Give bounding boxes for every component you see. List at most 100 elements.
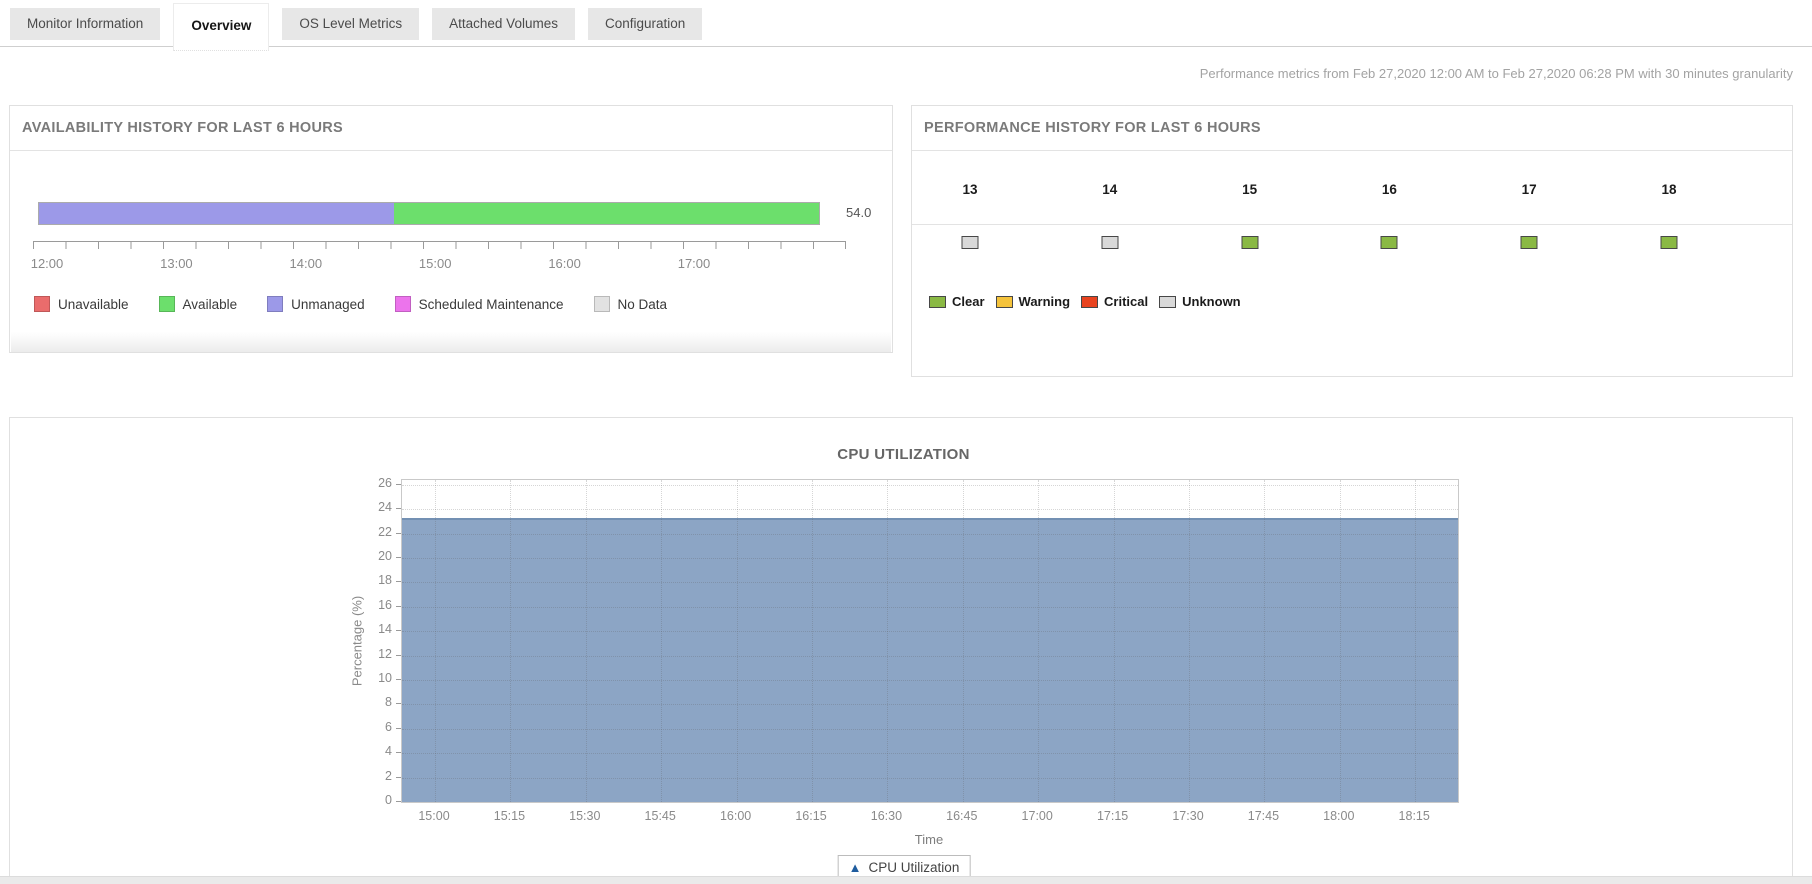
legend-item-scheduled-maintenance: Scheduled Maintenance <box>394 296 564 312</box>
cpu-x-tick-label: 18:00 <box>1323 809 1355 823</box>
cpu-y-tick-label: 12 <box>378 646 392 661</box>
performance-legend: Clear Warning Critical Unknown <box>929 294 1241 309</box>
cpu-y-tick-label: 16 <box>378 597 392 612</box>
h-gridline <box>402 728 1458 730</box>
h-gridline <box>402 484 1458 486</box>
legend-swatch-scheduled-maintenance <box>394 296 411 312</box>
legend-label: Scheduled Maintenance <box>418 296 564 312</box>
cpu-y-tick-label: 14 <box>378 622 392 637</box>
legend-swatch-no-data <box>593 296 610 312</box>
legend-label: No Data <box>617 296 668 312</box>
performance-hour-label: 16 <box>1381 182 1397 197</box>
availability-axis-tick: 14:00 <box>289 256 323 271</box>
cpu-utilization-panel: CPU UTILIZATION Percentage (%) 0 2 4 6 8 10 12… <box>9 417 1793 881</box>
performance-hours-divider <box>912 224 1792 225</box>
performance-hour-label: 17 <box>1521 182 1537 197</box>
availability-axis-tick: 13:00 <box>160 256 193 271</box>
cpu-y-tick-mark <box>396 654 401 656</box>
availability-panel-header: AVAILABILITY HISTORY FOR LAST 6 HOURS <box>10 106 892 151</box>
legend-swatch-clear <box>929 295 946 308</box>
status-square-16-clear[interactable] <box>1380 236 1398 249</box>
cpu-x-tick-label: 16:45 <box>946 809 978 823</box>
tab-overview[interactable]: Overview <box>173 3 270 51</box>
legend-item-available: Available <box>158 296 238 312</box>
tab-os-level-metrics[interactable]: OS Level Metrics <box>282 8 420 40</box>
availability-axis <box>33 241 846 249</box>
v-gridline <box>1264 480 1266 802</box>
tab-configuration[interactable]: Configuration <box>587 8 703 40</box>
cpu-y-tick-label: 6 <box>385 719 392 734</box>
tab-monitor-information[interactable]: Monitor Information <box>10 8 161 40</box>
legend-label: Available <box>182 296 238 312</box>
v-gridline <box>510 480 512 802</box>
legend-swatch-unknown <box>1159 295 1177 308</box>
cpu-x-tick-label: 16:30 <box>870 809 903 823</box>
legend-label: Warning <box>1018 294 1071 309</box>
cpu-x-tick-label: 17:30 <box>1172 809 1204 823</box>
legend-swatch-unmanaged <box>267 296 284 312</box>
v-gridline <box>1339 480 1341 802</box>
cpu-x-tick-label: 16:15 <box>795 809 827 823</box>
h-gridline <box>402 582 1458 584</box>
horizontal-scrollbar[interactable] <box>0 876 1812 884</box>
legend-item-clear: Clear <box>929 294 985 309</box>
legend-swatch-warning <box>995 295 1013 308</box>
availability-bar[interactable] <box>38 202 820 225</box>
cpu-y-tick-mark <box>396 581 401 583</box>
cpu-y-tick-mark <box>396 801 401 802</box>
cpu-x-tick-label: 16:00 <box>719 809 752 823</box>
status-square-15-clear[interactable] <box>1241 236 1259 249</box>
legend-label: Unmanaged <box>291 296 365 312</box>
cpu-x-tick-label: 17:00 <box>1021 809 1053 823</box>
legend-item-critical: Critical <box>1081 294 1148 309</box>
legend-label: Unknown <box>1182 294 1241 309</box>
status-square-14-unknown[interactable] <box>1101 236 1119 249</box>
status-square-17-clear[interactable] <box>1520 236 1538 249</box>
cpu-y-tick-mark <box>396 752 401 754</box>
cpu-chart-plot-area[interactable] <box>401 479 1459 803</box>
h-gridline <box>402 558 1458 560</box>
legend-swatch-critical <box>1081 295 1099 308</box>
cpu-y-tick-mark <box>396 605 401 607</box>
status-square-13-unknown[interactable] <box>961 236 979 249</box>
cpu-y-tick-mark <box>396 532 401 534</box>
legend-swatch-available <box>158 296 175 312</box>
tab-divider <box>0 46 1812 47</box>
status-square-18-clear[interactable] <box>1660 236 1678 249</box>
legend-item-unknown: Unknown <box>1159 294 1241 309</box>
cpu-series-name: CPU Utilization <box>868 860 960 875</box>
legend-item-no-data: No Data <box>593 296 668 312</box>
cpu-x-tick-label: 17:15 <box>1096 809 1129 823</box>
legend-label: Clear <box>952 294 985 309</box>
cpu-y-tick-label: 18 <box>378 573 392 588</box>
availability-axis-tick: 16:00 <box>548 256 581 271</box>
availability-panel: AVAILABILITY HISTORY FOR LAST 6 HOURS 54… <box>9 105 893 353</box>
performance-panel-title: PERFORMANCE HISTORY FOR LAST 6 HOURS <box>924 120 1261 136</box>
cpu-y-tick-mark <box>396 703 401 705</box>
performance-hour-label: 18 <box>1661 182 1677 197</box>
legend-swatch-unavailable <box>34 296 50 312</box>
v-gridline <box>736 480 738 802</box>
cpu-x-tick-label: 15:00 <box>418 809 450 823</box>
cpu-y-tick-label: 24 <box>378 500 392 515</box>
h-gridline <box>402 509 1458 511</box>
performance-hour-label: 15 <box>1242 182 1258 197</box>
availability-panel-title: AVAILABILITY HISTORY FOR LAST 6 HOURS <box>22 120 343 136</box>
performance-hour-label: 13 <box>962 182 978 197</box>
h-gridline <box>402 753 1458 755</box>
performance-hour-label: 14 <box>1102 182 1118 197</box>
availability-legend: Unavailable Available Unmanaged Scheduled M… <box>34 296 667 312</box>
cpu-y-tick-mark <box>396 727 401 729</box>
v-gridline <box>1113 480 1115 802</box>
tab-attached-volumes[interactable]: Attached Volumes <box>432 8 575 40</box>
cpu-y-tick-mark <box>396 508 401 510</box>
v-gridline <box>1189 480 1190 802</box>
metrics-period-note: Performance metrics from Feb 27,2020 12:… <box>1199 66 1793 81</box>
bar-segment-unmanaged[interactable] <box>39 203 394 224</box>
legend-item-unmanaged: Unmanaged <box>267 296 365 312</box>
cpu-y-tick-mark <box>396 483 401 485</box>
h-gridline <box>402 680 1458 682</box>
availability-axis-tick: 15:00 <box>418 256 452 271</box>
bar-segment-available[interactable] <box>393 203 819 224</box>
cpu-x-tick-label: 15:15 <box>493 809 526 823</box>
